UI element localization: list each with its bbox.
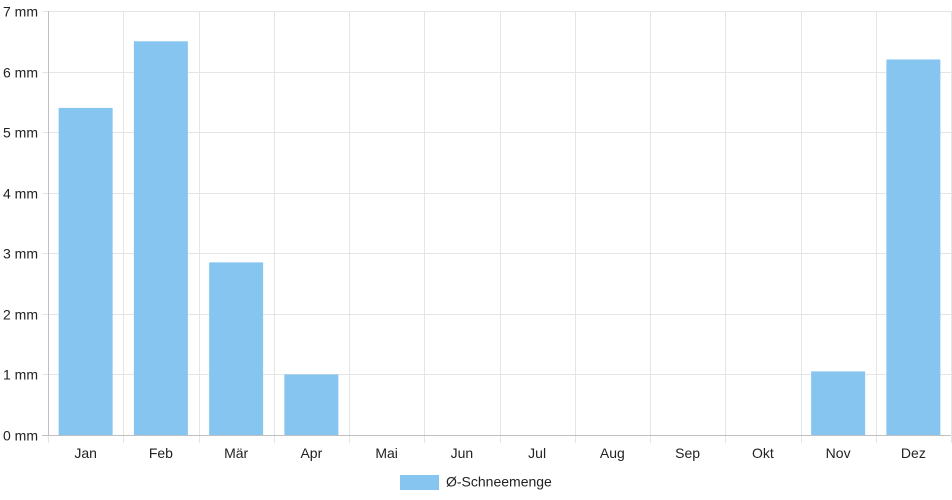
y-tick-label: 5 mm xyxy=(3,125,38,141)
bar-nov[interactable] xyxy=(811,371,866,435)
y-axis-labels: 0 mm 1 mm 2 mm 3 mm 4 mm 5 mm 6 mm 7 mm xyxy=(3,4,38,444)
x-tick-label: Mär xyxy=(224,445,248,461)
grid-lines xyxy=(42,11,952,443)
legend-swatch xyxy=(400,475,439,490)
y-tick-label: 6 mm xyxy=(3,65,38,81)
legend[interactable]: Ø-Schneemenge xyxy=(400,474,552,491)
bar-apr[interactable] xyxy=(284,374,339,435)
y-tick-label: 2 mm xyxy=(3,307,38,323)
x-tick-label: Okt xyxy=(752,445,774,461)
y-tick-label: 0 mm xyxy=(3,428,38,444)
x-tick-label: Jan xyxy=(74,445,97,461)
x-tick-label: Mai xyxy=(375,445,398,461)
y-tick-label: 1 mm xyxy=(3,367,38,383)
x-tick-label: Nov xyxy=(826,445,851,461)
x-tick-label: Feb xyxy=(149,445,173,461)
bar-feb[interactable] xyxy=(133,41,188,436)
axes xyxy=(42,11,951,436)
x-axis-labels: Jan Feb Mär Apr Mai Jun Jul Aug Sep Okt Nov Dez xyxy=(74,445,925,461)
x-tick-label: Aug xyxy=(600,445,625,461)
bar-dez[interactable] xyxy=(886,59,941,435)
legend-label: Ø-Schneemenge xyxy=(446,474,552,490)
y-tick-label: 7 mm xyxy=(3,4,38,20)
x-tick-label: Jul xyxy=(528,445,546,461)
x-tick-label: Sep xyxy=(675,445,700,461)
bars xyxy=(58,41,941,436)
bar-jan[interactable] xyxy=(58,107,113,436)
x-tick-label: Jun xyxy=(451,445,474,461)
x-tick-label: Dez xyxy=(901,445,926,461)
y-tick-label: 4 mm xyxy=(3,186,38,202)
x-tick-label: Apr xyxy=(300,445,322,461)
y-tick-label: 3 mm xyxy=(3,246,38,262)
bar-mär[interactable] xyxy=(209,262,264,435)
